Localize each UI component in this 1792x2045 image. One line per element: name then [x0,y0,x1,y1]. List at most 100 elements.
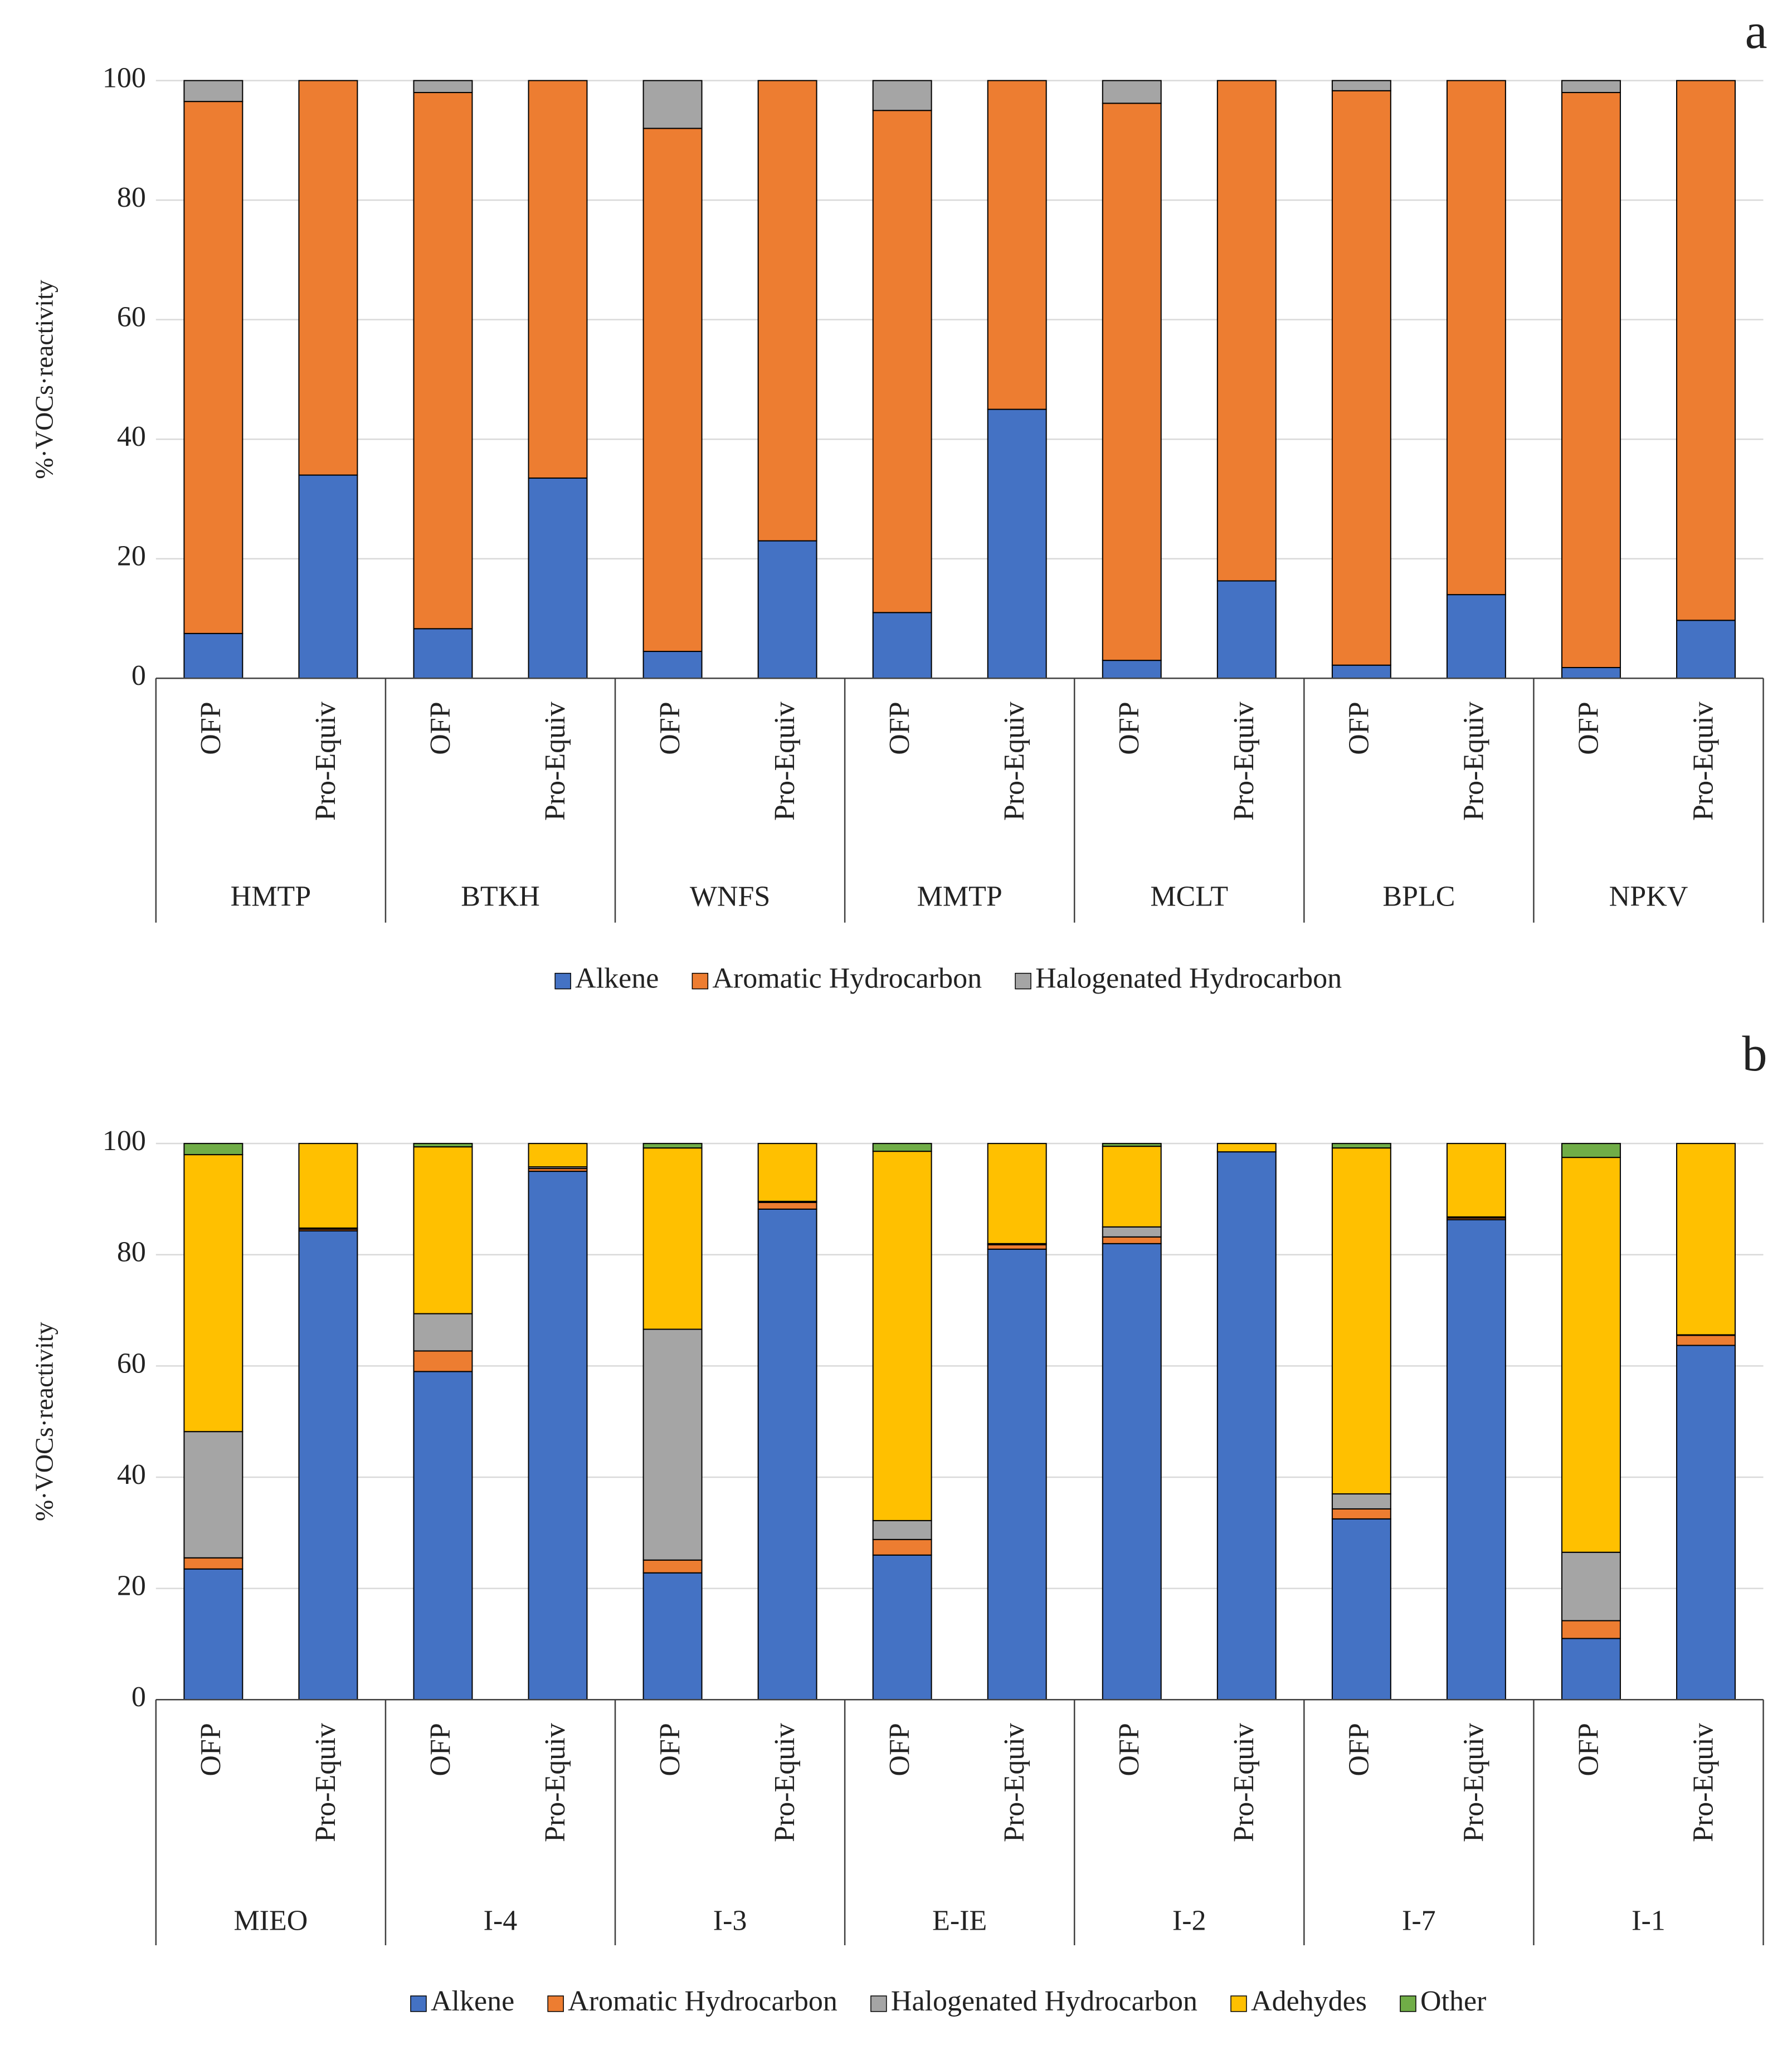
x-tick-label: Pro-Equiv [1458,1723,1489,1842]
group-label: BTKH [461,881,540,913]
y-tick-label: 0 [132,1681,146,1713]
bar-segment [872,612,932,679]
bar-segment [642,651,703,679]
y-tick-label: 60 [117,301,146,333]
bar-segment [1561,1157,1621,1553]
bar-segment [757,1201,817,1210]
bar-segment [757,1143,817,1202]
bar-segment [183,1143,244,1156]
bar-segment [1331,1518,1391,1701]
bar-segment [757,1208,817,1701]
x-tick-label: Pro-Equiv [1228,702,1260,821]
x-tick-label: OFP [654,1723,686,1776]
legend-label: Halogenated Hydrocarbon [1035,963,1342,995]
bar-segment [1446,594,1506,679]
bar-segment [183,1557,244,1570]
x-tick-label: Pro-Equiv [1687,702,1719,821]
bar-segment [1102,1236,1162,1244]
bar-segment [1331,1143,1391,1149]
group-label: BPLC [1382,881,1455,913]
bar-segment [183,80,244,103]
bar-segment [1561,666,1621,679]
legend-swatch [870,1995,887,2012]
x-tick-label: Pro-Equiv [769,1723,801,1842]
group-label: I-2 [1172,1905,1206,1936]
bar-segment [987,408,1047,679]
bar-segment [1676,80,1736,621]
bar-segment [1446,80,1506,596]
bar-segment [413,1350,473,1372]
bar-segment [872,1538,932,1556]
legend-label: Alkene [575,963,659,995]
bar-segment [1331,80,1391,91]
bar-segment [1676,1335,1736,1346]
group-label: MIEO [233,1905,308,1936]
x-tick-label: Pro-Equiv [310,1723,342,1842]
x-tick-label: Pro-Equiv [310,702,342,821]
x-tick-label: Pro-Equiv [539,702,571,821]
x-tick-label: OFP [425,1723,456,1776]
group-label: NPKV [1609,881,1688,913]
x-tick-label: Pro-Equiv [1458,702,1489,821]
legend-label: Alkene [431,1985,514,2017]
bar-segment [1561,1551,1621,1622]
bar-segment [413,628,473,679]
bar-segment [528,80,588,479]
bar-segment [642,1147,703,1330]
y-tick-label: 100 [103,62,146,94]
legend-swatch [410,1995,427,2012]
legend-label: Other [1420,1985,1486,2017]
bar-segment [1331,1493,1391,1510]
bar-segment [1102,1226,1162,1238]
bar-segment [1676,1143,1736,1336]
legend-swatch [692,972,709,990]
group-label: HMTP [231,881,311,913]
bar-segment [528,1171,588,1701]
bar-segment [298,80,358,476]
y-tick-label: 60 [117,1347,146,1379]
bar-segment [413,92,473,630]
bar-segment [642,1559,703,1574]
bar-segment [757,540,817,679]
bar-segment [183,1431,244,1559]
legend-label: Aromatic Hydrocarbon [712,963,982,995]
x-tick-label: OFP [884,1723,916,1776]
bar-segment [642,80,703,129]
bar-segment [1561,1638,1621,1701]
y-tick-label: 20 [117,541,146,572]
bar-segment [528,477,588,679]
bar-segment [413,80,473,94]
bar-segment [987,1143,1047,1244]
x-tick-label: OFP [1572,1723,1604,1776]
bar-segment [1331,1508,1391,1520]
bar-segment [1102,1143,1162,1147]
group-label: I-4 [484,1905,518,1936]
bar-segment [642,128,703,653]
y-tick-label: 40 [117,421,146,452]
bar-segment [987,80,1047,410]
group-label: I-1 [1632,1905,1666,1936]
y-tick-label: 40 [117,1459,146,1491]
group-label: WNFS [690,881,770,913]
bar-segment [872,80,932,111]
bar-segment [1102,1146,1162,1228]
bar-segment [1561,1620,1621,1639]
bar-segment [1216,80,1277,582]
legend-swatch [1015,972,1031,990]
bar-segment [413,1143,473,1148]
x-tick-label: OFP [1343,1723,1375,1776]
x-tick-label: Pro-Equiv [539,1723,571,1842]
y-tick-label: 80 [117,182,146,213]
bar-segment [1102,660,1162,679]
bar-segment [528,1143,588,1168]
bar-segment [1676,1345,1736,1701]
x-tick-label: Pro-Equiv [1687,1723,1719,1842]
x-tick-label: OFP [884,702,916,754]
group-label: E-IE [932,1905,987,1936]
bar-segment [757,80,817,542]
group-label: I-3 [713,1905,747,1936]
bar-segment [872,1151,932,1521]
bar-segment [413,1313,473,1352]
bar-segment [183,632,244,679]
legend: Alkene Aromatic Hydrocarbon Halogenated Hy… [554,963,1342,995]
